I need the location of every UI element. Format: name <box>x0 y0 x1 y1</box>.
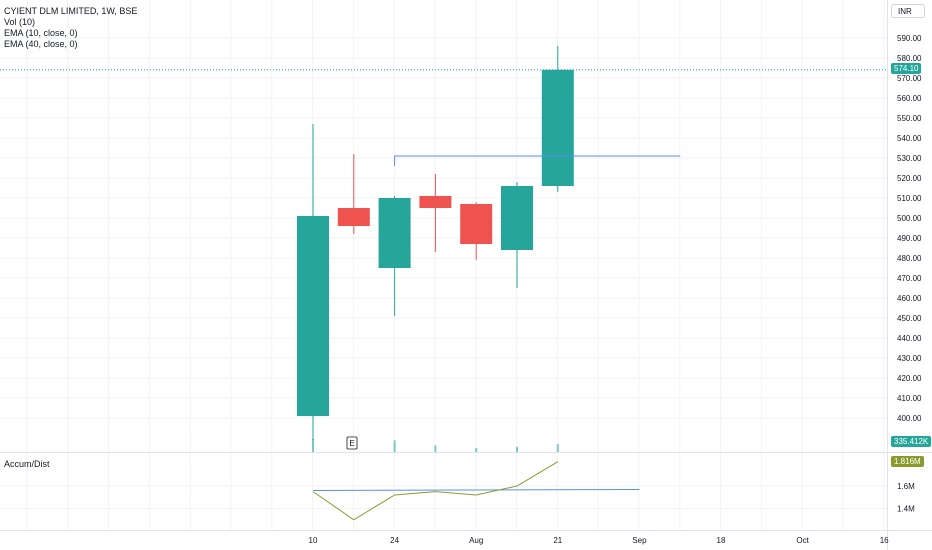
volume-value-tag: 335.412K <box>891 436 932 447</box>
price-tick-label: 580.00 <box>897 54 922 63</box>
earnings-marker-label: E <box>349 439 354 448</box>
candle-body <box>337 208 370 226</box>
price-tick-label: 530.00 <box>897 154 922 163</box>
price-tick-label: 550.00 <box>897 114 922 123</box>
volume-bar <box>393 440 396 452</box>
price-tick-label: 590.00 <box>897 34 922 43</box>
accum-dist-title[interactable]: Accum/Dist <box>4 459 50 469</box>
accum-tick-label: 1.6M <box>897 482 915 491</box>
accum-dist-line <box>312 461 559 521</box>
currency-selector[interactable]: INR <box>891 4 925 18</box>
time-axis-label: 21 <box>553 536 562 545</box>
candle-body <box>419 196 452 208</box>
price-tick-label: 490.00 <box>897 234 922 243</box>
accum-tick-label: 1.4M <box>897 505 915 514</box>
accum-dist-value-tag: 1.816M <box>891 456 924 467</box>
indicator-ema-40[interactable]: EMA (40, close, 0) <box>4 39 78 49</box>
candle-body <box>501 186 533 250</box>
price-tick-label: 470.00 <box>897 274 922 283</box>
last-price-tag: 574.10 <box>891 63 922 74</box>
price-tick-label: 440.00 <box>897 334 922 343</box>
time-axis-label: Oct <box>796 536 809 545</box>
price-tick-label: 410.00 <box>897 394 922 403</box>
time-axis-label: Aug <box>469 536 483 545</box>
price-tick-label: 420.00 <box>897 374 922 383</box>
volume-bar <box>556 444 559 452</box>
price-tick-label: 560.00 <box>897 94 922 103</box>
time-axis-label: 24 <box>390 536 399 545</box>
price-tick-label: 510.00 <box>897 194 922 203</box>
volume-bar <box>475 448 478 452</box>
accum-ema-line <box>312 489 640 491</box>
volume-bar <box>434 445 437 452</box>
price-tick-label: 570.00 <box>897 74 922 83</box>
price-tick-label: 460.00 <box>897 294 922 303</box>
time-axis-label: 10 <box>309 536 318 545</box>
volume-bar <box>516 446 518 452</box>
indicator-volume[interactable]: Vol (10) <box>4 17 36 27</box>
price-tick-label: 500.00 <box>897 214 922 223</box>
time-axis-label: 18 <box>717 536 726 545</box>
price-tick-label: 520.00 <box>897 174 922 183</box>
candle-body <box>297 216 329 416</box>
price-tick-label: 400.00 <box>897 414 922 423</box>
candle-body <box>378 198 411 268</box>
price-tick-label: 480.00 <box>897 254 922 263</box>
time-axis-label: Sep <box>632 536 647 545</box>
price-tick-label: 450.00 <box>897 314 922 323</box>
time-axis-label: 16 <box>880 536 889 545</box>
indicator-ema-10[interactable]: EMA (10, close, 0) <box>4 28 78 38</box>
symbol-title[interactable]: CYIENT DLM LIMITED, 1W, BSE <box>4 6 138 16</box>
earnings-marker <box>346 436 358 450</box>
price-tick-label: 430.00 <box>897 354 922 363</box>
ema-line <box>394 155 681 166</box>
price-tick-label: 540.00 <box>897 134 922 143</box>
volume-bar <box>312 439 314 452</box>
candle-body <box>460 204 493 244</box>
candle-body <box>541 69 574 186</box>
